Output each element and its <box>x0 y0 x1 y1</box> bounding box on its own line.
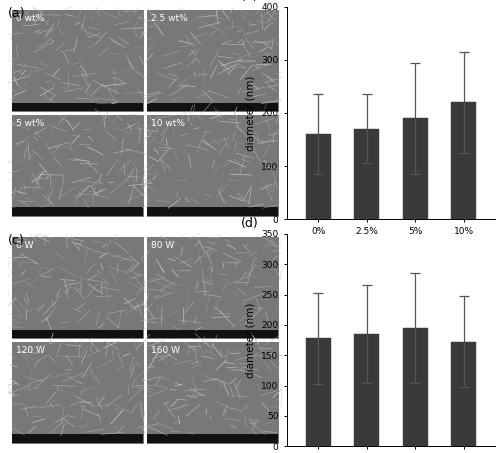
Text: 80 W: 80 W <box>151 241 174 251</box>
Bar <box>12 10 143 111</box>
Text: 10 wt%: 10 wt% <box>151 119 185 128</box>
Bar <box>12 434 143 443</box>
Bar <box>12 115 143 216</box>
Bar <box>12 207 143 216</box>
Bar <box>147 207 278 216</box>
Y-axis label: diameter (nm): diameter (nm) <box>246 75 256 150</box>
Y-axis label: diameter (nm): diameter (nm) <box>246 303 256 378</box>
Text: 2.5 wt%: 2.5 wt% <box>151 14 188 23</box>
Text: (c): (c) <box>8 234 24 247</box>
Bar <box>147 342 278 443</box>
Bar <box>451 342 476 446</box>
Text: 0 wt%: 0 wt% <box>16 14 44 23</box>
Bar <box>147 237 278 338</box>
Text: (a): (a) <box>8 7 25 20</box>
Bar <box>354 334 380 446</box>
Bar <box>147 434 278 443</box>
Bar <box>147 103 278 111</box>
Bar <box>12 237 143 338</box>
Bar <box>12 103 143 111</box>
Bar <box>306 134 331 219</box>
Bar <box>402 328 427 446</box>
X-axis label: TTEGDA Content: TTEGDA Content <box>348 242 434 252</box>
Bar <box>306 338 331 446</box>
Text: 0 W: 0 W <box>16 241 33 251</box>
Text: (d): (d) <box>241 217 259 230</box>
Bar <box>147 10 278 111</box>
Bar <box>402 118 427 219</box>
Text: (b): (b) <box>241 0 259 3</box>
Bar <box>12 330 143 338</box>
Bar <box>147 330 278 338</box>
Text: 5 wt%: 5 wt% <box>16 119 44 128</box>
Bar <box>147 115 278 216</box>
Bar <box>451 102 476 219</box>
Text: 160 W: 160 W <box>151 346 180 355</box>
Bar <box>12 342 143 443</box>
Text: 120 W: 120 W <box>16 346 44 355</box>
Bar <box>354 129 380 219</box>
